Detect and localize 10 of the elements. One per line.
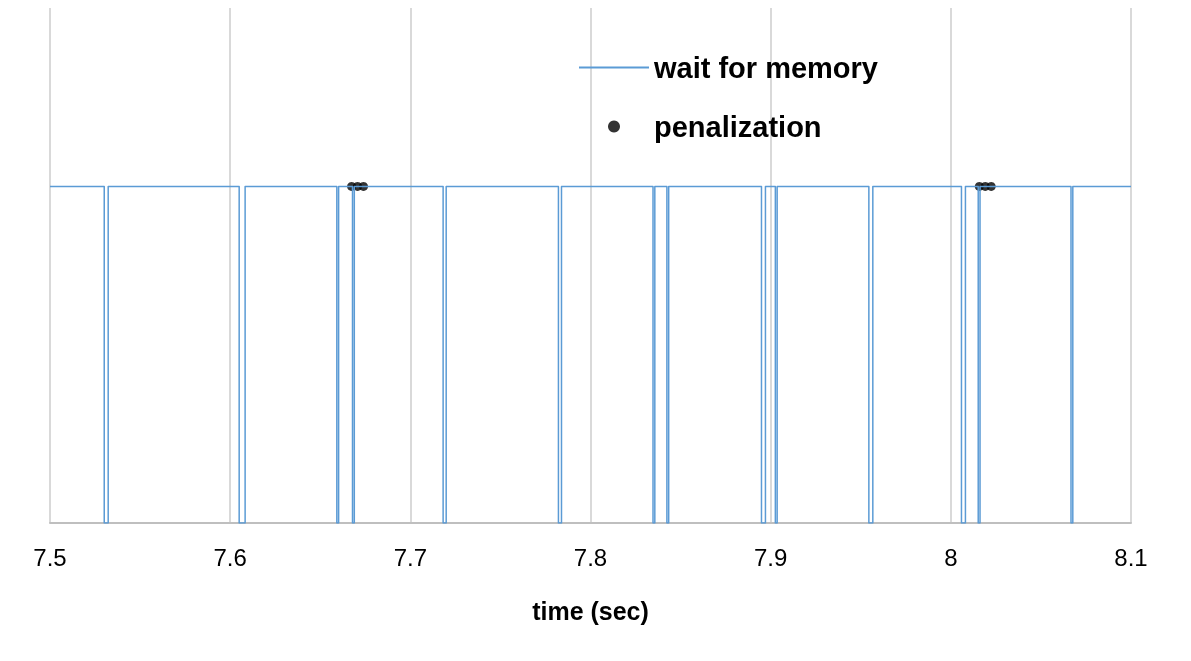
x-tick-label: 7.5	[33, 543, 67, 571]
x-tick-label: 7.8	[573, 543, 608, 571]
legend-label: wait for memory	[653, 51, 878, 84]
x-axis-title: time (sec)	[532, 596, 649, 625]
x-tick-label: 8	[944, 543, 958, 571]
x-tick-label: 8.1	[1114, 543, 1148, 571]
x-tick-label: 7.9	[753, 543, 788, 571]
x-tick-label: 7.6	[213, 543, 247, 571]
x-tick-label: 7.7	[393, 543, 428, 571]
legend-label: penalization	[654, 110, 822, 143]
